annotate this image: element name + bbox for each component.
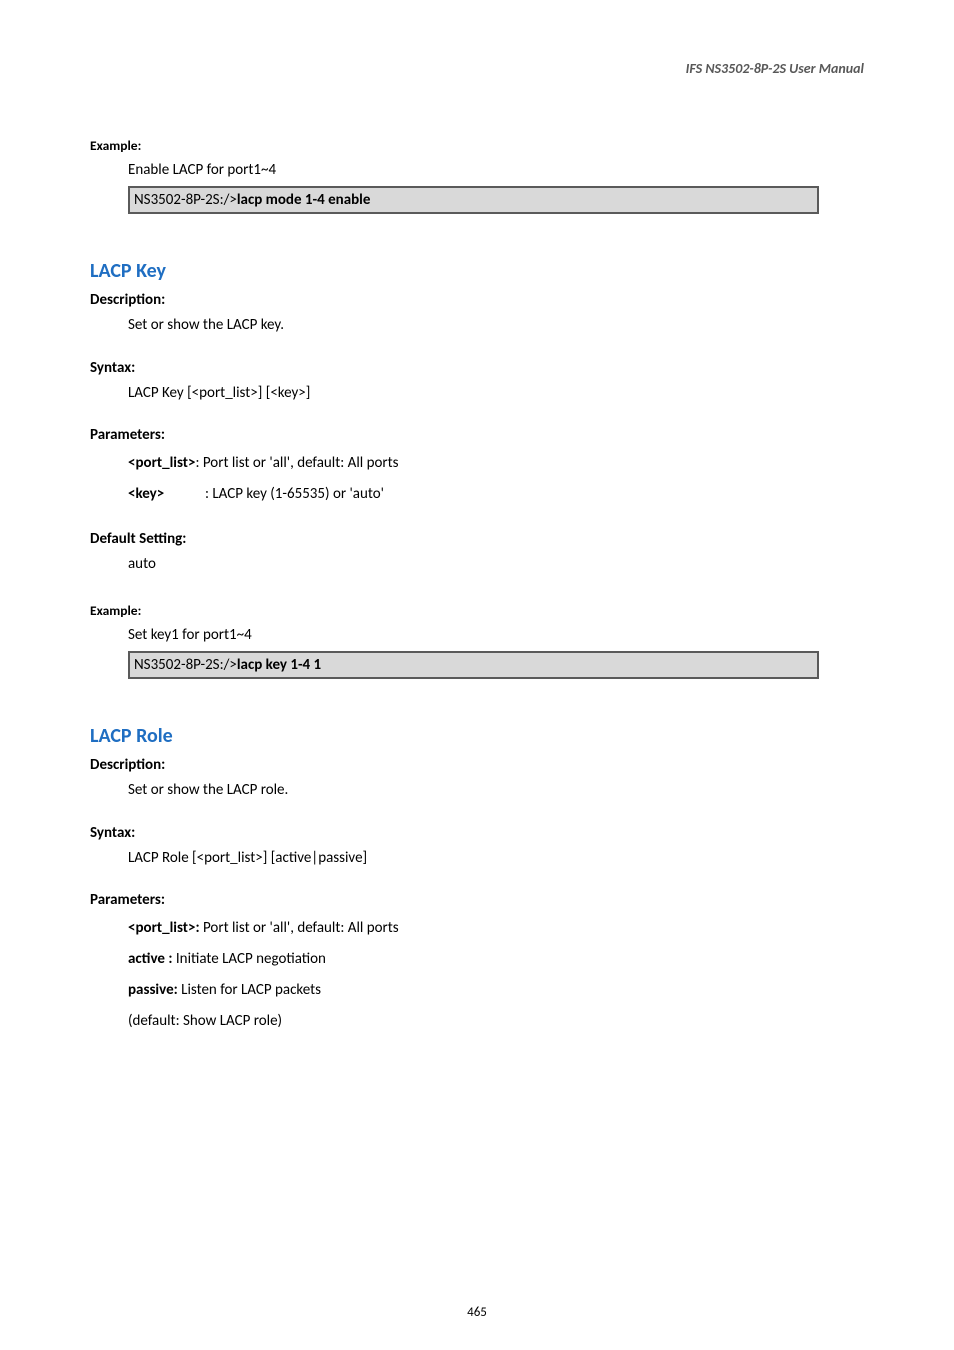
description-body: Set or show the LACP key. — [128, 315, 864, 337]
param-name: <port_list> — [128, 454, 195, 472]
param-row: active : Initiate LACP negotiation — [128, 946, 864, 973]
code-box: NS3502-8P-2S:/>lacp key 1-4 1 — [128, 651, 819, 679]
code-command: lacp mode 1-4 enable — [237, 191, 371, 209]
example-label: Example: — [90, 602, 864, 619]
syntax-label: Syntax: — [90, 359, 864, 377]
description-body: Set or show the LACP role. — [128, 780, 864, 802]
param-name: <port_list>: — [128, 919, 200, 937]
param-desc: Listen for LACP packets — [178, 981, 321, 999]
parameters-label: Parameters: — [90, 891, 864, 909]
param-desc: : Port list or 'all', default: All ports — [195, 454, 398, 472]
example-body: Set key1 for port1~4 — [128, 625, 864, 647]
page-number: 465 — [0, 1305, 954, 1320]
param-name: active : — [128, 950, 173, 968]
param-name: passive: — [128, 981, 178, 999]
default-label: Default Setting: — [90, 530, 864, 548]
param-desc: Port list or 'all', default: All ports — [200, 919, 399, 937]
param-desc: Initiate LACP negotiation — [173, 950, 326, 968]
default-body: auto — [128, 554, 864, 576]
param-name: <key> — [128, 485, 164, 503]
param-desc: : LACP key (1-65535) or 'auto' — [205, 485, 384, 503]
code-prefix: NS3502-8P-2S:/> — [134, 191, 237, 209]
syntax-label: Syntax: — [90, 824, 864, 842]
syntax-body: LACP Role [<port_list>] [active|passive] — [128, 848, 864, 870]
param-row: <key> : LACP key (1-65535) or 'auto' — [128, 481, 864, 508]
param-row: <port_list>: Port list or 'all', default… — [128, 450, 864, 477]
description-label: Description: — [90, 756, 864, 774]
description-label: Description: — [90, 291, 864, 309]
param-row: passive: Listen for LACP packets — [128, 977, 864, 1004]
section-heading-lacp-key: LACP Key — [90, 259, 864, 283]
param-desc: (default: Show LACP role) — [128, 1012, 282, 1030]
example-label: Example: — [90, 137, 864, 154]
section-heading-lacp-role: LACP Role — [90, 724, 864, 748]
code-command: lacp key 1-4 1 — [237, 656, 321, 674]
parameters-label: Parameters: — [90, 426, 864, 444]
param-row: <port_list>: Port list or 'all', default… — [128, 915, 864, 942]
param-row: (default: Show LACP role) — [128, 1008, 864, 1035]
example-body: Enable LACP for port1~4 — [128, 160, 864, 182]
code-box: NS3502-8P-2S:/>lacp mode 1-4 enable — [128, 186, 819, 214]
header-title: IFS NS3502-8P-2S User Manual — [90, 60, 864, 77]
page-container: IFS NS3502-8P-2S User Manual Example: En… — [0, 0, 954, 1350]
code-prefix: NS3502-8P-2S:/> — [134, 656, 237, 674]
syntax-body: LACP Key [<port_list>] [<key>] — [128, 383, 864, 405]
param-spacer — [164, 485, 205, 503]
